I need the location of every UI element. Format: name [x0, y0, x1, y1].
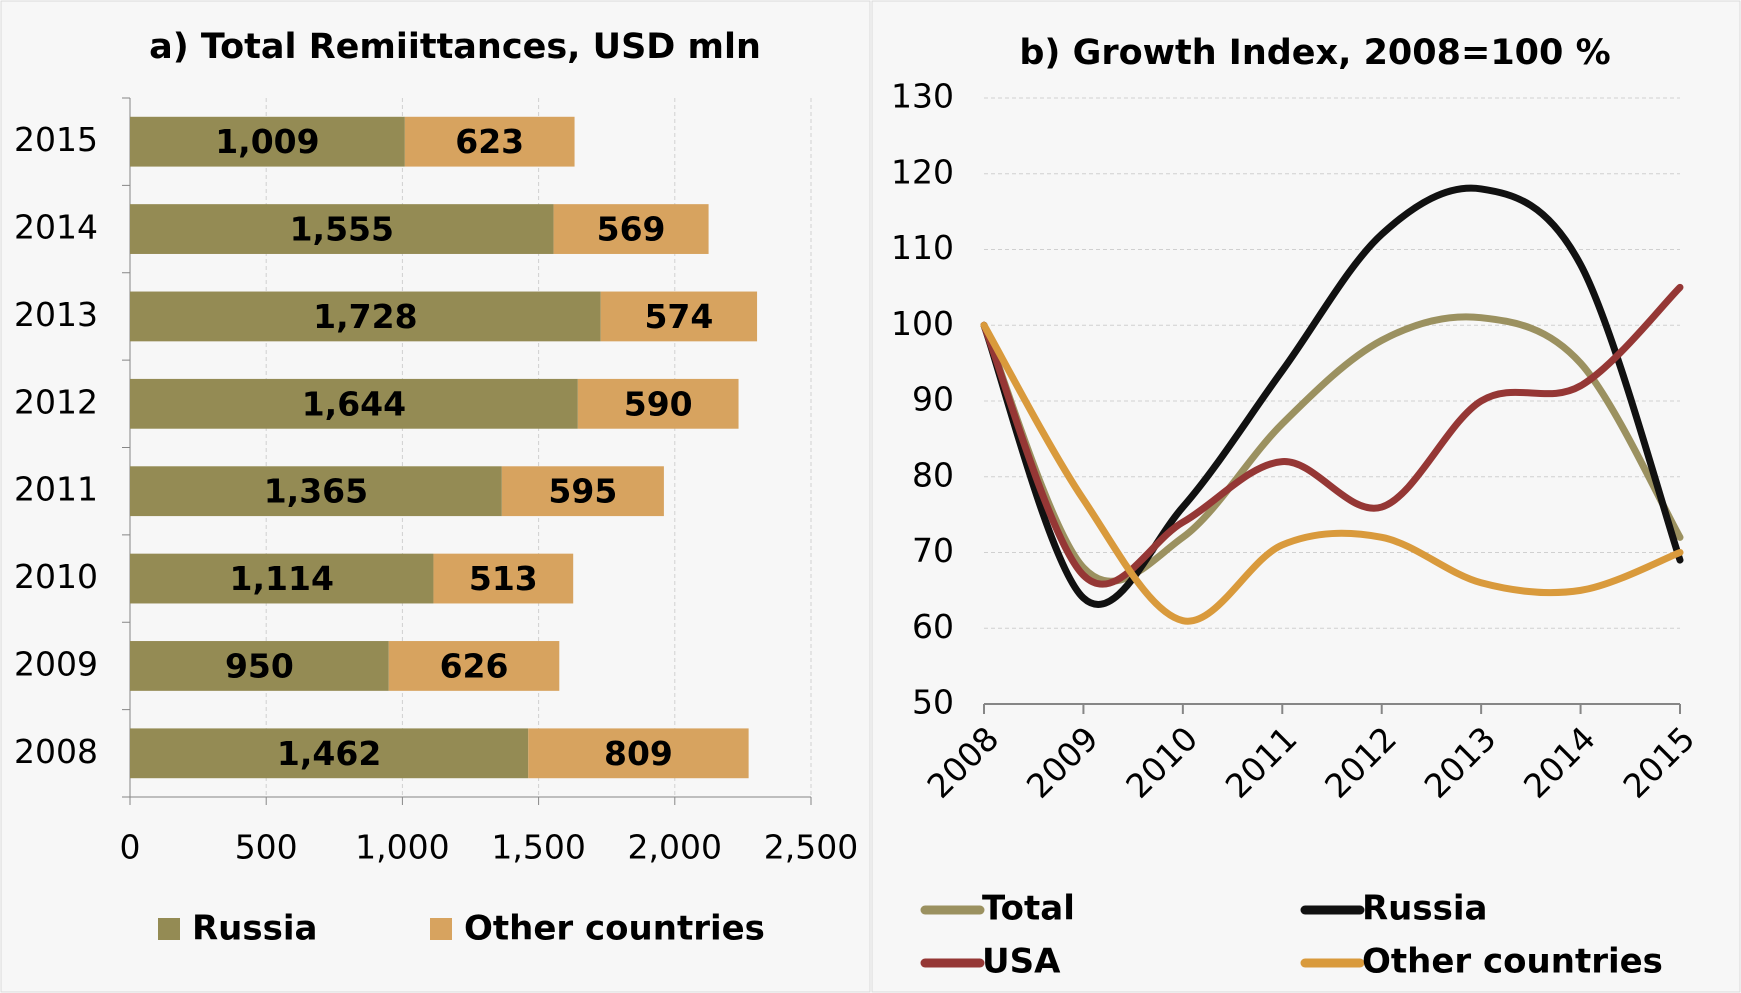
- legend-label: Other countries: [464, 909, 765, 949]
- y-tick-label: 2010: [14, 557, 98, 596]
- value-label: 1,114: [230, 559, 334, 598]
- value-label: 1,644: [302, 384, 406, 423]
- x-tick-label: 1,500: [491, 828, 585, 867]
- value-label: 626: [440, 646, 509, 685]
- y-tick-label: 130: [891, 77, 954, 116]
- bar-segment: [130, 466, 502, 517]
- chart-title: b) Growth Index, 2008=100 %: [1019, 33, 1610, 73]
- value-label: 569: [597, 210, 666, 249]
- bar-segment: [130, 641, 389, 691]
- y-tick-label: 2011: [14, 470, 98, 509]
- line-series: [980, 321, 1684, 625]
- y-tick-label: 2014: [14, 208, 98, 247]
- y-tick-label: 80: [912, 455, 954, 494]
- legend-label: Russia: [1362, 889, 1487, 929]
- value-label: 950: [225, 646, 294, 685]
- value-label: 1,365: [264, 472, 368, 511]
- legend-swatch: [158, 918, 180, 940]
- bar-segment: [130, 116, 405, 167]
- legend-label: Other countries: [1362, 942, 1663, 982]
- bar-segment: [130, 553, 434, 604]
- line-series: [980, 184, 1684, 608]
- bar-segment: [130, 291, 601, 342]
- y-tick-label: 2009: [14, 644, 98, 683]
- bar-segment: [130, 378, 578, 429]
- value-label: 809: [604, 734, 673, 773]
- legend-label: Russia: [192, 909, 317, 949]
- chart-title: a) Total Remiittances, USD mln: [149, 27, 761, 67]
- bar-segment: [388, 641, 560, 691]
- bar-segment: [553, 204, 709, 254]
- value-label: 590: [624, 384, 693, 423]
- bar-segment: [600, 291, 758, 342]
- line-series: [980, 313, 1684, 585]
- legend-label: USA: [982, 942, 1061, 982]
- panel: [871, 0, 1741, 993]
- line-series: [980, 283, 1684, 588]
- bar-segment: [433, 553, 574, 604]
- legend-label: Total: [982, 889, 1075, 929]
- y-tick-label: 2012: [14, 382, 98, 421]
- y-tick-label: 120: [891, 152, 954, 191]
- y-tick-label: 90: [912, 380, 954, 419]
- y-tick-label: 2013: [14, 295, 98, 334]
- y-tick-label: 100: [891, 304, 954, 343]
- bar-segment: [501, 466, 664, 517]
- legend-swatch: [430, 918, 452, 940]
- value-label: 1,462: [277, 734, 381, 773]
- y-tick-label: 50: [912, 683, 954, 722]
- bar-segment: [130, 204, 554, 254]
- y-tick-label: 60: [912, 607, 954, 646]
- x-tick-label: 2,500: [764, 828, 858, 867]
- x-tick-label: 0: [120, 828, 141, 867]
- bar-segment: [404, 116, 575, 167]
- y-tick-label: 70: [912, 531, 954, 570]
- y-tick-label: 110: [891, 228, 954, 267]
- y-tick-label: 2015: [14, 120, 98, 159]
- value-label: 574: [644, 297, 713, 336]
- y-tick-label: 2008: [14, 732, 98, 771]
- value-label: 1,555: [290, 210, 394, 249]
- bar-segment: [528, 728, 749, 779]
- value-label: 1,728: [313, 297, 417, 336]
- bar-segment: [130, 728, 529, 779]
- x-tick-label: 1,000: [355, 828, 449, 867]
- x-tick-label: 500: [235, 828, 298, 867]
- value-label: 513: [469, 559, 538, 598]
- value-label: 1,009: [215, 122, 319, 161]
- value-label: 595: [548, 472, 617, 511]
- x-tick-label: 2,000: [628, 828, 722, 867]
- value-label: 623: [455, 122, 524, 161]
- bar-segment: [577, 378, 739, 429]
